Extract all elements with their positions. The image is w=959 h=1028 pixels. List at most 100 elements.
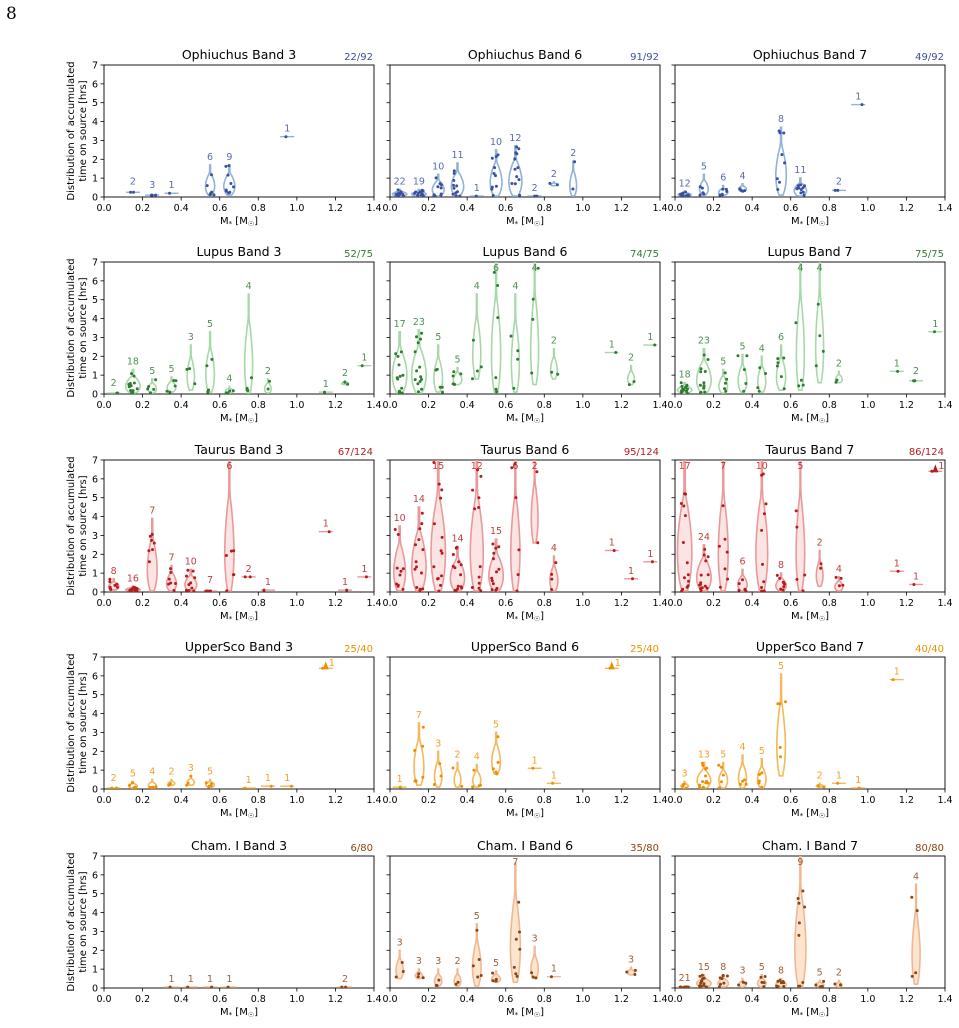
x-axis-label-part: M [220,808,229,819]
y-tick-label: 3 [92,728,98,739]
data-point [440,183,443,187]
panel-title: Cham. I Band 3 [191,838,287,853]
y-axis-label-line1: Distribution of accumulated [66,653,77,792]
data-point [209,589,212,592]
x-axis-label-part: * [515,220,519,228]
data-point [685,561,689,565]
data-point [836,188,840,192]
data-point [396,354,400,358]
count-label: 2 [836,176,842,187]
count-label: 3 [188,332,194,343]
x-axis-label-part: ] [825,216,829,227]
data-point [814,364,818,368]
data-point [394,975,398,979]
x-tick-label: 0.0 [96,203,111,214]
x-tick-label: 1.2 [328,994,343,1005]
x-axis-label-part: * [229,812,233,820]
data-point [698,193,702,197]
y-axis-label-line1: Distribution of accumulated [66,852,77,991]
x-tick-label: 0.6 [498,598,513,609]
count-label: 1 [551,964,557,975]
violin-body [431,173,445,197]
count-label: 15 [490,526,502,537]
axes-frame [389,459,661,593]
count-label: 1 [609,538,615,549]
x-tick-label: 1.2 [614,400,629,411]
data-point [169,567,173,571]
panel-title: UpperSco Band 6 [471,639,579,654]
data-point [432,461,436,464]
data-point [550,588,554,591]
panel-cham-i-band-6: Cham. I Band 6 35/80 0.0 0.2 0.4 0.6 0.8 1.0 1.2… [382,838,667,1019]
x-tick-label: 1.2 [614,598,629,609]
x-tick-label: 0.8 [251,795,266,806]
data-point [698,583,702,587]
data-point [438,385,442,389]
data-point [494,770,498,774]
x-axis-label-part: M [506,611,515,622]
x-axis-label-part: ☉ [819,1011,825,1019]
data-point [776,357,780,361]
data-point [891,678,895,682]
x-tick-label: 0.4 [460,400,475,411]
data-point [416,975,420,979]
count-label: 8 [778,560,784,571]
data-point [440,574,443,578]
data-point [550,572,554,576]
data-point [186,985,190,988]
x-tick-label: 1.2 [328,598,343,609]
x-axis-label-part: [M [518,216,534,227]
axes-frame [103,261,375,395]
x-axis-label-part: * [229,1011,233,1019]
data-point [799,188,803,192]
count-label: 4 [817,263,823,274]
plot-area [391,145,578,197]
x-tick-label: 0.2 [135,598,150,609]
x-tick-label: 1.2 [328,795,343,806]
count-label: 1 [361,564,367,575]
x-axis-label-part: [M [803,216,819,227]
data-point [420,511,424,515]
y-tick-label: 1 [92,766,98,777]
data-point [836,781,840,785]
data-point [345,588,349,592]
x-axis-label-part: [M [232,216,248,227]
data-point [775,364,779,368]
data-point [421,744,425,748]
axes-frame [103,656,375,790]
data-point [472,768,476,772]
data-point [530,971,534,975]
data-point [475,928,479,932]
x-axis-label: M* [M☉] [506,611,544,623]
data-point [452,186,456,190]
x-axis-label-part: * [800,615,804,623]
x-tick-label: 1.2 [614,994,629,1005]
data-point [224,554,228,557]
count-label: 2 [342,368,348,379]
data-point [454,191,458,195]
data-point [726,577,730,581]
y-axis-label-line2: time on source [hrs] [78,871,89,972]
data-point [496,735,500,739]
x-tick-label: 0.4 [460,598,475,609]
data-point [723,567,727,571]
x-tick-label: 0.2 [706,598,721,609]
y-tick-label: 7 [92,852,98,863]
count-label: 2 [836,358,842,369]
x-axis-label-part: ☉ [819,220,825,228]
y-tick-label: 0 [92,390,98,401]
data-point [243,575,247,579]
data-point [762,985,766,988]
data-point [435,367,439,371]
data-point [512,386,516,390]
violin-body [775,344,787,392]
x-axis-label-part: ] [825,611,829,622]
panel-title: Taurus Band 3 [194,442,284,457]
data-point [248,575,252,579]
x-tick-label: 1.0 [575,994,590,1005]
data-point [415,586,419,589]
panel-ratio: 75/75 [915,249,944,260]
data-point [779,375,783,379]
data-point [705,766,709,770]
x-tick-label: 0.6 [212,203,227,214]
